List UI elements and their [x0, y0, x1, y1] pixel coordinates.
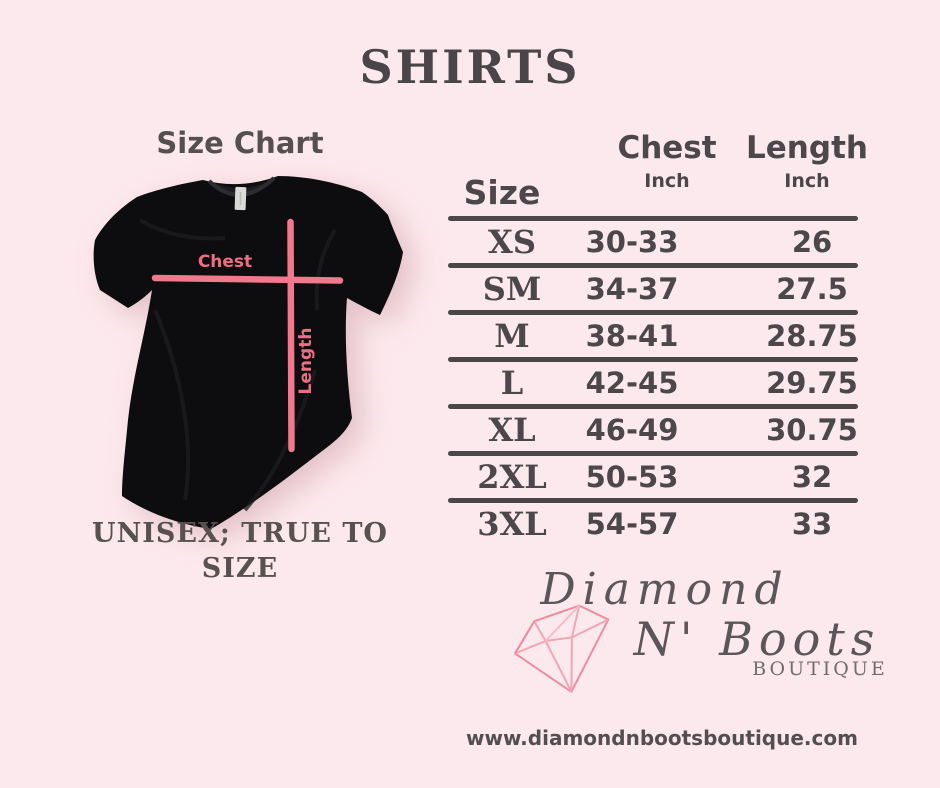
cell-chest: 46-49 [572, 413, 722, 447]
cell-size: L [448, 364, 572, 402]
length-header-label: Length [746, 130, 868, 166]
value-length: 26 [791, 225, 833, 259]
page-title: SHIRTS [359, 40, 581, 94]
value-length: 32 [791, 460, 833, 494]
value-size: SM [482, 270, 542, 308]
value-length: 33 [791, 507, 833, 541]
cell-size: 3XL [448, 505, 572, 543]
tshirt-measurement-image: Chest Length [93, 176, 403, 529]
length-measure-label: Length [296, 328, 316, 395]
cell-chest: 30-33 [572, 225, 722, 259]
table-row: 3XL 54-57 33 [448, 503, 860, 545]
length-measure-line [287, 218, 295, 453]
cell-length: 26 [722, 225, 860, 259]
cell-size: XL [448, 411, 572, 449]
value-length: 27.5 [776, 272, 848, 306]
value-chest: 30-33 [585, 225, 679, 259]
table-divider [448, 498, 858, 503]
value-chest: 42-45 [585, 366, 679, 400]
cell-size: 2XL [448, 458, 572, 496]
table-divider [448, 216, 858, 221]
value-size: M [494, 317, 530, 355]
table-divider [448, 357, 858, 362]
brand-logo: Diamond N' Boots BOUTIQUE [495, 560, 925, 710]
logo-text-boutique: BOUTIQUE [752, 658, 888, 680]
size-table: Size Chest Inch Length Inch XS 30-33 26 … [448, 130, 868, 545]
table-row: XL 46-49 30.75 [448, 409, 860, 451]
cell-length: 28.75 [722, 319, 860, 353]
table-divider [448, 310, 858, 315]
value-chest: 46-49 [585, 413, 679, 447]
value-length: 30.75 [766, 413, 858, 447]
cell-chest: 50-53 [572, 460, 722, 494]
table-row: XS 30-33 26 [448, 221, 860, 263]
table-row: SM 34-37 27.5 [448, 268, 860, 310]
value-chest: 38-41 [585, 319, 679, 353]
chest-unit-label: Inch [644, 170, 690, 192]
logo-text-nboots: N' Boots [633, 612, 881, 666]
cell-size: SM [448, 270, 572, 308]
value-length: 28.75 [766, 319, 858, 353]
cell-length: 33 [722, 507, 860, 541]
value-size: L [500, 364, 524, 402]
fit-note: UNISEX; TRUE TO SIZE [92, 518, 388, 585]
table-divider [448, 404, 858, 409]
column-header-chest: Chest Inch [572, 130, 722, 216]
cell-chest: 42-45 [572, 366, 722, 400]
cell-length: 29.75 [722, 366, 860, 400]
logo-text-diamond: Diamond [540, 564, 790, 615]
cell-length: 30.75 [722, 413, 860, 447]
size-table-header: Size Chest Inch Length Inch [448, 130, 868, 216]
table-row: M 38-41 28.75 [448, 315, 860, 357]
cell-length: 32 [722, 460, 860, 494]
size-table-body: XS 30-33 26 SM 34-37 27.5 M 38-41 28.75 … [448, 216, 860, 545]
size-header-label: Size [463, 173, 541, 212]
value-size: XL [488, 411, 536, 449]
table-row: L 42-45 29.75 [448, 362, 860, 404]
cell-size: M [448, 317, 572, 355]
value-chest: 50-53 [585, 460, 679, 494]
value-chest: 34-37 [585, 272, 679, 306]
chest-measure-line [151, 274, 344, 284]
cell-length: 27.5 [722, 272, 860, 306]
value-size: XS [488, 223, 536, 261]
website-url: www.diamondnbootsboutique.com [466, 726, 858, 750]
value-chest: 54-57 [585, 507, 679, 541]
size-chart-heading: Size Chart [156, 126, 324, 160]
value-size: 3XL [477, 505, 547, 543]
fabric-folds [138, 218, 337, 512]
column-header-size: Size [448, 130, 572, 216]
cell-chest: 38-41 [572, 319, 722, 353]
value-size: 2XL [477, 458, 547, 496]
cell-chest: 34-37 [572, 272, 722, 306]
table-divider [448, 263, 858, 268]
cell-chest: 54-57 [572, 507, 722, 541]
diamond-outline-icon [514, 604, 610, 693]
tshirt-silhouette [93, 176, 403, 529]
cell-size: XS [448, 223, 572, 261]
table-divider [448, 451, 858, 456]
column-header-length: Length Inch [722, 130, 868, 216]
chest-measure-label: Chest [198, 252, 252, 272]
chest-header-label: Chest [617, 130, 717, 166]
value-length: 29.75 [766, 366, 858, 400]
table-row: 2XL 50-53 32 [448, 456, 860, 498]
length-unit-label: Inch [784, 170, 830, 192]
